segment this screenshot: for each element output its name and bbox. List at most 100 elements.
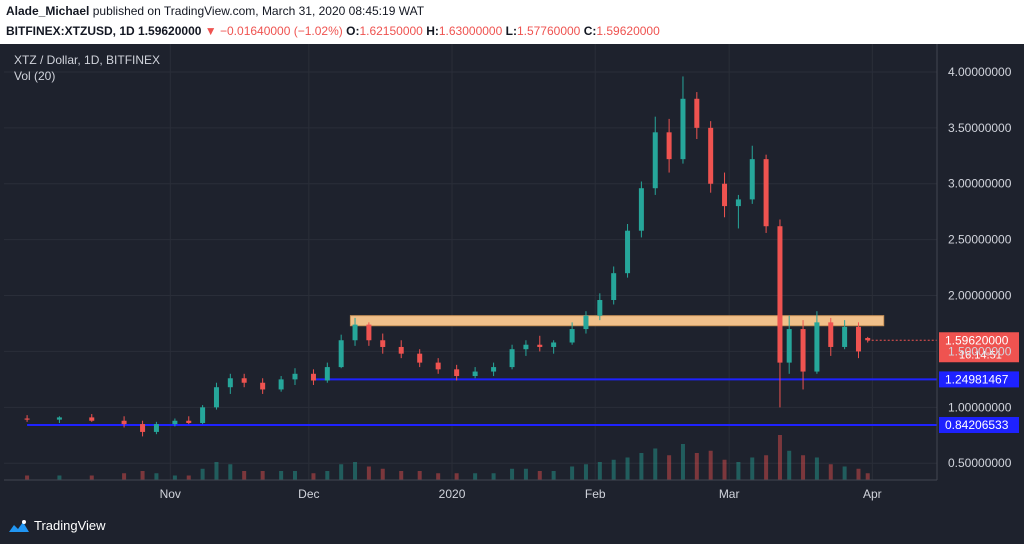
volume-bar [228, 464, 233, 480]
candle-body [260, 382, 266, 390]
candle-body [523, 344, 529, 350]
support-level-label: 1.24981467 [945, 372, 1009, 386]
candle-body [551, 342, 557, 347]
chart-legend-title: XTZ / Dollar, 1D, BITFINEX [14, 53, 160, 67]
candle-body [186, 420, 192, 423]
candle-body [227, 378, 233, 388]
y-tick-label: 1.00000000 [948, 400, 1012, 414]
x-tick-label: Dec [298, 487, 319, 501]
brand-label: TradingView [34, 518, 106, 533]
volume-bar [611, 459, 616, 480]
candle-body [153, 424, 159, 432]
candle-body [537, 344, 543, 347]
y-tick-label: 0.50000000 [948, 456, 1012, 470]
axes: 4.00000000 3.50000000 3.00000000 2.50000000… [4, 44, 1012, 501]
volume-bar [172, 475, 177, 480]
volume-bar [380, 468, 385, 480]
candle-body [24, 418, 30, 420]
volume-bar [828, 464, 833, 480]
candle-body [454, 369, 460, 377]
chart-background [0, 44, 1024, 508]
candle-body [435, 362, 441, 370]
publish-header: Alade_Michael published on TradingView.c… [0, 0, 1024, 44]
low-value: 1.57760000 [516, 24, 581, 38]
volume-bar [510, 468, 515, 480]
volume-bar [537, 471, 542, 480]
candle-body [597, 300, 603, 316]
y-tick-label: 4.00000000 [948, 65, 1012, 79]
y-tick-label: 3.50000000 [948, 121, 1012, 135]
candle-body [56, 417, 62, 420]
publish-line: Alade_Michael published on TradingView.c… [6, 4, 424, 18]
volume-bar [122, 473, 127, 480]
volume-bar [339, 464, 344, 480]
author-name[interactable]: Alade_Michael [6, 4, 90, 18]
candle-body [611, 273, 617, 301]
volume-bar [214, 462, 219, 480]
volume-bar [694, 453, 699, 480]
candle-body [638, 188, 644, 231]
volume-bar [865, 473, 870, 480]
candle-body [338, 340, 344, 368]
volume-bar [473, 473, 478, 480]
volume-legend: Vol (20) [14, 69, 55, 83]
candle-body [278, 379, 284, 390]
candle-body [749, 159, 755, 200]
candle-body [241, 378, 247, 383]
volume-bar [242, 471, 247, 480]
volume-bar [57, 475, 62, 480]
price-change: −0.01640000 (−1.02%) [220, 24, 343, 38]
candle-body [491, 367, 497, 372]
candle-body [89, 417, 95, 421]
candle-body [777, 226, 783, 363]
volume-bar [764, 455, 769, 480]
grid [4, 44, 937, 480]
candle-body [814, 322, 820, 372]
candle-body [417, 353, 423, 363]
tradingview-brand[interactable]: TradingView [8, 518, 106, 533]
volume-bar [597, 462, 602, 480]
volume-bar [680, 444, 685, 480]
volume-bar [787, 450, 792, 480]
volume-bar [653, 448, 658, 480]
volume-bar [436, 473, 441, 480]
high-value: 1.63000000 [438, 24, 503, 38]
resistance-zone-group [349, 315, 885, 327]
volume-bar [814, 457, 819, 480]
candle-body [380, 340, 386, 347]
candle-body [735, 199, 741, 207]
candle-body [472, 371, 478, 377]
price-chart[interactable]: 1.24981467 0.84206533 1.59620000 16:14:51 4… [0, 44, 1024, 508]
volume-bar [353, 462, 358, 480]
volume-bar [667, 455, 672, 480]
candle-body [509, 349, 515, 368]
y-tick-label: 3.00000000 [948, 177, 1012, 191]
candle-body [786, 329, 792, 363]
last-price: 1.59620000 [138, 24, 202, 38]
volume-bar [260, 471, 265, 480]
volume-bar [551, 471, 556, 480]
volume-bar [154, 473, 159, 480]
candle-body [172, 420, 178, 425]
volume-bar [750, 457, 755, 480]
candle-body [800, 329, 806, 372]
candle-body [213, 387, 219, 408]
high-label: H: [426, 24, 439, 38]
candles [24, 76, 871, 437]
volume-bar [25, 475, 30, 480]
candle-body [366, 324, 372, 341]
candle-body [694, 98, 700, 128]
support-level-tag [939, 416, 1019, 433]
candle-body [310, 373, 316, 381]
low-label: L: [505, 24, 517, 38]
candle-body [200, 407, 206, 423]
ohlc-line: BITFINEX:XTZUSD, 1D 1.59620000 ▼ −0.0164… [6, 24, 660, 38]
candle-body [842, 326, 848, 347]
volume-bars [25, 435, 870, 480]
candle-body [865, 338, 871, 341]
candle-body [292, 373, 298, 380]
volume-bar [454, 473, 459, 480]
x-tick-label: Nov [160, 487, 181, 501]
footer: TradingView [0, 508, 1024, 544]
candle-body [625, 230, 631, 274]
